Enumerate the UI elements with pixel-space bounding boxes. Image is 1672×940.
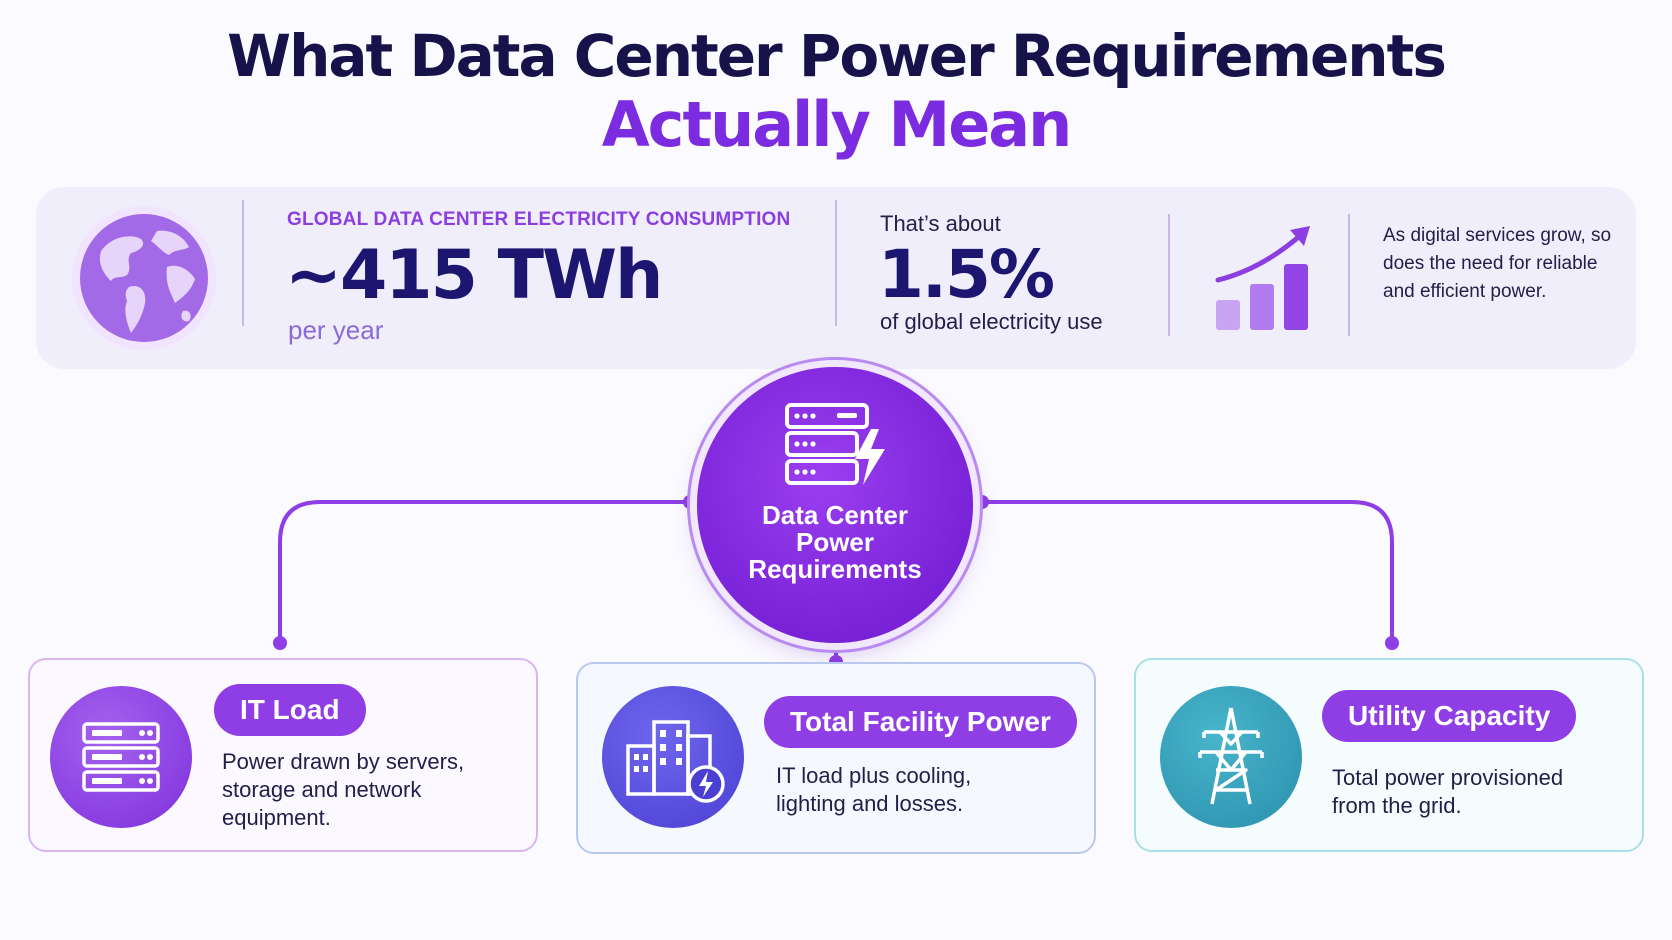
card-utility-capacity-description: Total power provisioned from the grid.	[1332, 765, 1564, 818]
stats-divider-2	[835, 200, 837, 326]
card-it-load-title: IT Load	[214, 684, 366, 736]
card-total-facility-power-description: IT load plus cooling, lighting and losse…	[776, 763, 972, 816]
buildings-bolt-icon	[602, 686, 744, 828]
consumption-unit: per year	[288, 315, 384, 345]
globe-icon	[72, 206, 216, 350]
card-total-facility-power: Total Facility Power IT load plus coolin…	[576, 662, 1096, 854]
share-prefix: That’s about	[880, 211, 1001, 236]
share-value: 1.5%	[878, 236, 1055, 313]
hub-label-line-2: Power	[795, 527, 875, 557]
card-it-load: IT Load Power drawn by servers, storage …	[28, 658, 538, 852]
card-it-load-description: Power drawn by servers, storage and netw…	[222, 749, 465, 830]
growth-text: As digital services grow, so does the ne…	[1383, 225, 1612, 302]
hub-label: Data Center Power Requirements	[717, 502, 953, 583]
share-suffix: of global electricity use	[880, 309, 1103, 334]
server-rack-icon	[50, 686, 192, 828]
hub-circle: Data Center Power Requirements	[697, 367, 973, 643]
consumption-label: GLOBAL DATA CENTER ELECTRICITY CONSUMPTI…	[287, 209, 791, 230]
consumption-value: ~415 TWh	[285, 236, 663, 315]
transmission-tower-icon	[1160, 686, 1302, 828]
hub-label-line-3: Requirements	[748, 554, 922, 584]
card-total-facility-power-title: Total Facility Power	[764, 696, 1077, 748]
server-bolt-icon	[785, 403, 885, 485]
page-subtitle: Actually Mean	[601, 88, 1073, 161]
card-utility-capacity: Utility Capacity Total power provisioned…	[1134, 658, 1644, 852]
growth-chart-icon	[1215, 226, 1310, 330]
card-utility-capacity-title: Utility Capacity	[1322, 690, 1577, 742]
page-title: What Data Center Power Requirements	[227, 22, 1447, 90]
stats-divider-1	[242, 200, 244, 326]
stats-divider-4	[1348, 214, 1350, 336]
hub-label-line-1: Data Center	[762, 500, 908, 530]
stats-divider-3	[1168, 214, 1170, 336]
